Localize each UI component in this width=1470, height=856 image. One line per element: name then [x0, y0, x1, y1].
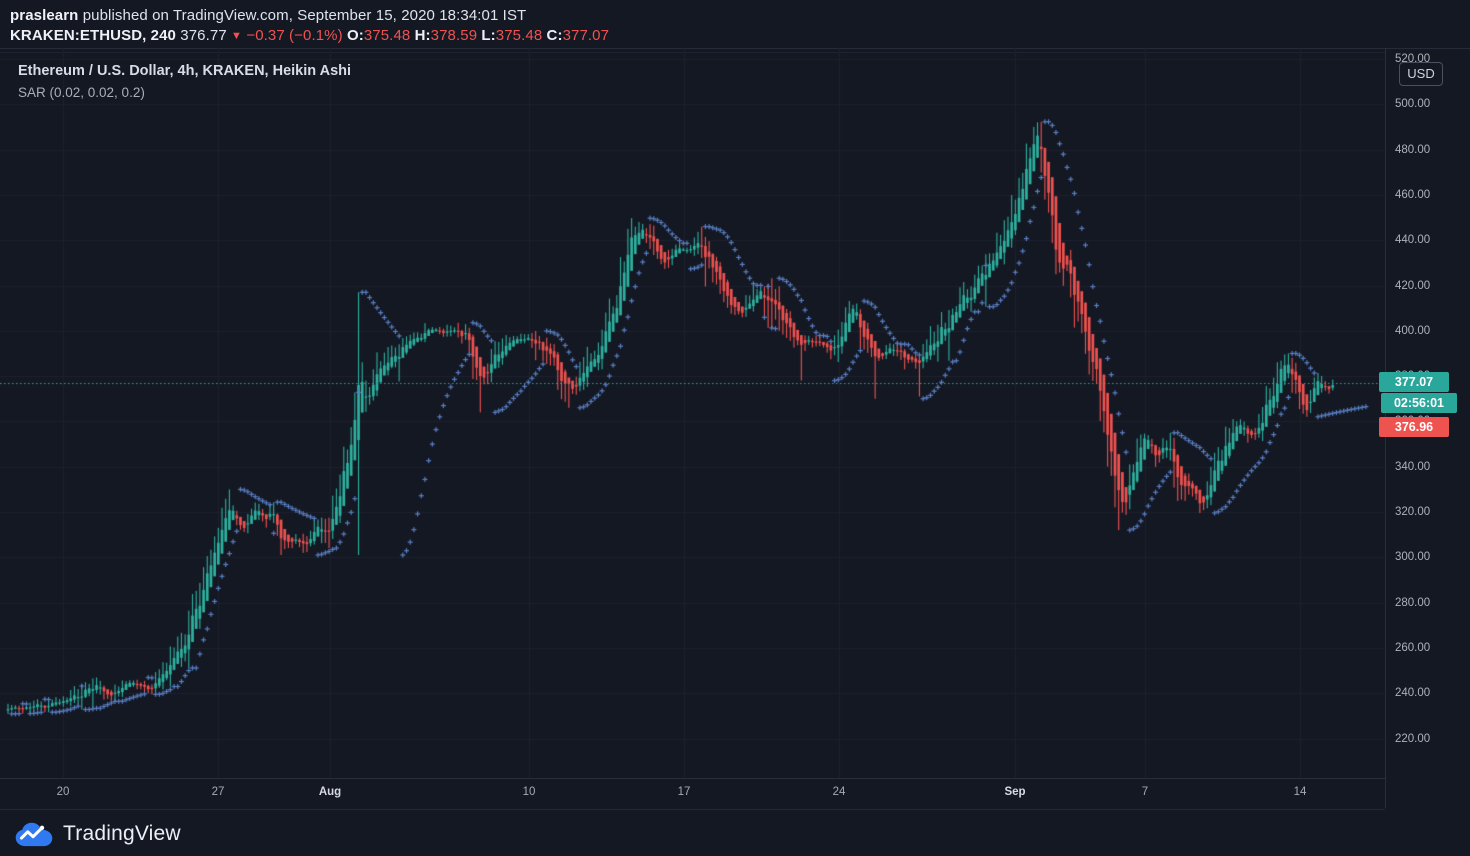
- price-axis-label: 260.00: [1395, 641, 1431, 654]
- time-axis-label: Sep: [1004, 786, 1026, 798]
- price-axis-label: 300.00: [1395, 551, 1431, 564]
- chart-canvas[interactable]: [0, 48, 1385, 778]
- time-axis-label: 7: [1141, 786, 1149, 798]
- indicator-label[interactable]: SAR (0.02, 0.02, 0.2): [18, 85, 145, 100]
- time-axis[interactable]: 20 27 Aug 10 17 24 Sep 7 14: [0, 778, 1385, 810]
- down-arrow-icon: ▼: [231, 30, 243, 42]
- tradingview-cloud-icon[interactable]: [14, 822, 54, 847]
- price-axis-label: 480.00: [1395, 143, 1431, 156]
- currency-badge[interactable]: USD: [1399, 62, 1443, 86]
- price-axis-label: 520.00: [1395, 53, 1431, 65]
- time-axis-label: 10: [522, 786, 536, 798]
- price-axis-label: 220.00: [1395, 732, 1431, 745]
- last-price-badge: 377.07: [1379, 372, 1449, 392]
- price-axis-label: 440.00: [1395, 234, 1431, 247]
- price-change: −0.37 (−0.1%): [246, 27, 343, 44]
- time-axis-label: 20: [56, 786, 70, 798]
- price-axis-label: 280.00: [1395, 596, 1431, 609]
- time-axis-label: 27: [211, 786, 225, 798]
- low-label: L:: [481, 27, 496, 44]
- symbol-name[interactable]: KRAKEN:ETHUSD, 240: [10, 27, 176, 44]
- brand-footer: TradingView: [14, 816, 181, 852]
- time-axis-label: 24: [832, 786, 846, 798]
- price-axis-label: 340.00: [1395, 460, 1431, 473]
- close-label: C:: [546, 27, 563, 44]
- price-axis-label: 240.00: [1395, 687, 1431, 700]
- publish-text: published on TradingView.com, September …: [78, 7, 527, 24]
- bar-countdown-badge: 02:56:01: [1381, 393, 1457, 413]
- time-axis-label: 14: [1293, 786, 1307, 798]
- price-axis-label: 420.00: [1395, 279, 1431, 292]
- chart-legend: Ethereum / U.S. Dollar, 4h, KRAKEN, Heik…: [18, 63, 351, 100]
- price-axis-label: 320.00: [1395, 506, 1431, 518]
- open-value: 375.48: [363, 27, 411, 44]
- price-axis-label: 500.00: [1395, 98, 1431, 111]
- open-label: O:: [346, 27, 364, 44]
- chart-title[interactable]: Ethereum / U.S. Dollar, 4h, KRAKEN, Heik…: [18, 63, 352, 79]
- last-price: 376.77: [180, 27, 227, 44]
- header: praslearn published on TradingView.com, …: [0, 0, 1470, 49]
- price-axis-label: 460.00: [1395, 188, 1431, 201]
- time-axis-label: Aug: [318, 786, 342, 798]
- sar-price-badge: 376.96: [1379, 417, 1449, 437]
- price-axis-label: 400.00: [1395, 324, 1431, 337]
- time-axis-label: 17: [677, 786, 691, 798]
- username: praslearn: [10, 7, 79, 24]
- publish-info: praslearn published on TradingView.com, …: [10, 7, 526, 24]
- close-value: 377.07: [562, 27, 610, 44]
- high-value: 378.59: [430, 27, 478, 44]
- high-label: H:: [414, 27, 431, 44]
- low-value: 375.48: [495, 27, 543, 44]
- symbol-info: KRAKEN:ETHUSD, 240 376.77 ▼ −0.37 (−0.1%…: [10, 27, 609, 44]
- brand-name[interactable]: TradingView: [63, 822, 181, 845]
